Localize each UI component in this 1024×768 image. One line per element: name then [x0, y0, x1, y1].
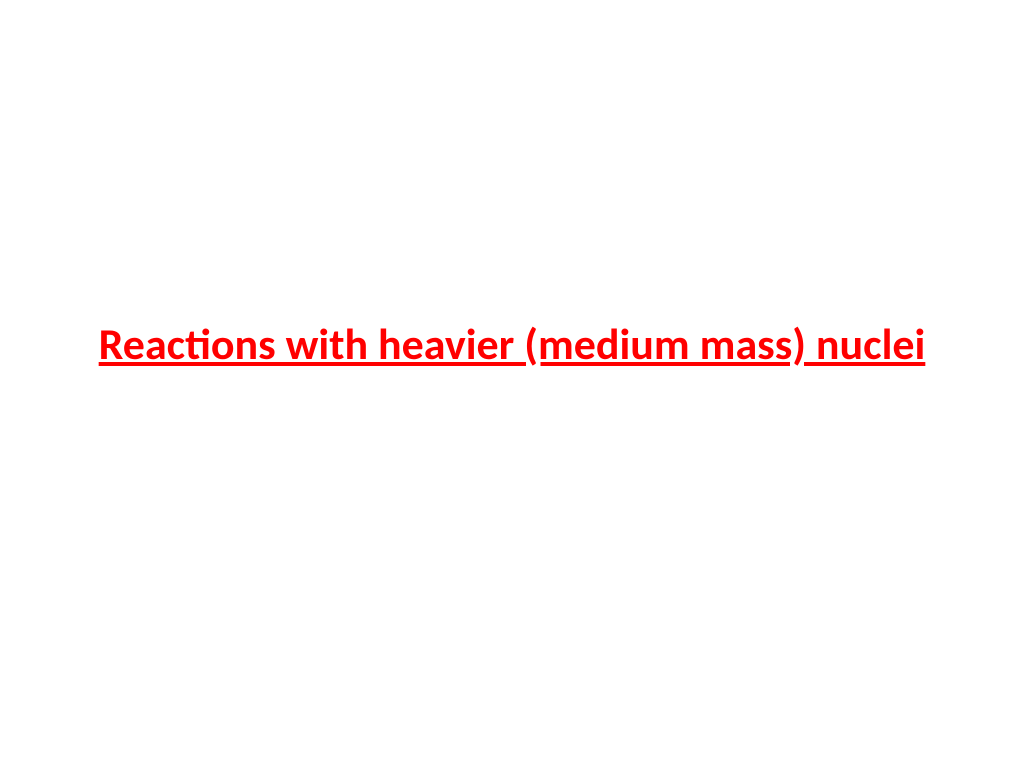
slide-title: Reactions with heavier (medium mass) nuc…: [60, 317, 964, 372]
slide-container: Reactions with heavier (medium mass) nuc…: [0, 317, 1024, 372]
